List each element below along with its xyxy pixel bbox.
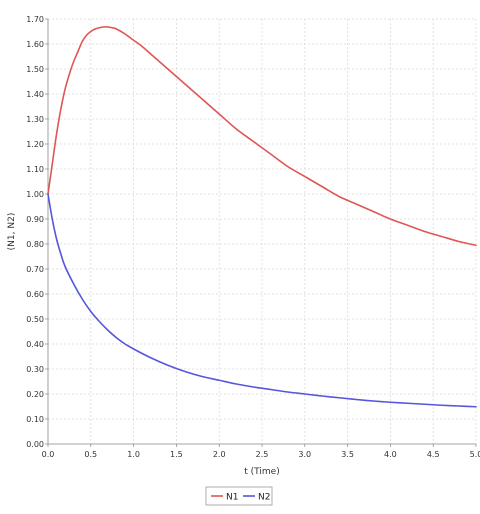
y-tick-label: 1.60 (26, 40, 44, 49)
series-lines (47, 26, 477, 408)
legend-label-n1: N1 (226, 493, 238, 503)
grid-lines (48, 18, 477, 444)
legend-box (205, 486, 273, 506)
y-tick-label: 0.90 (26, 215, 44, 224)
y-tick-label: 1.10 (26, 165, 44, 174)
y-tick-label: 1.00 (26, 190, 44, 199)
y-tick-label: 0.40 (26, 340, 44, 349)
y-tick-label: 1.40 (26, 90, 44, 99)
y-tick-label: 0.00 (26, 440, 44, 449)
tick-labels: 0.00 0.10 0.20 0.30 0.40 0.50 0.60 0.70 0.80 0.90… (26, 15, 480, 459)
x-tick-label: 2.0 (213, 450, 226, 459)
y-tick-label: 0.50 (26, 315, 44, 324)
x-tick-label: 4.0 (384, 450, 397, 459)
x-tick-label: 4.5 (427, 450, 440, 459)
x-tick-label: 5.0 (470, 450, 480, 459)
legend-label-n2: N2 (258, 493, 270, 503)
x-tick-label: 1.5 (170, 450, 183, 459)
x-tick-label: 3.0 (298, 450, 311, 459)
x-tick-label: 3.5 (341, 450, 354, 459)
legend: N1 N2 (205, 486, 273, 506)
axes (45, 18, 477, 447)
x-tick-label: 2.5 (256, 450, 269, 459)
x-tick-label: 1.0 (127, 450, 140, 459)
y-tick-label: 0.10 (26, 415, 44, 424)
series-line-n2 (47, 193, 477, 408)
y-tick-label: 0.60 (26, 290, 44, 299)
x-tick-label: 0.5 (84, 450, 97, 459)
x-tick-label: 0.0 (42, 450, 55, 459)
series-line-n1 (47, 26, 477, 247)
y-axis-title: (N1, N2) (7, 213, 17, 251)
x-axis-title: t (Time) (244, 467, 279, 477)
y-tick-label: 1.20 (26, 140, 44, 149)
y-tick-label: 0.30 (26, 365, 44, 374)
y-tick-label: 0.20 (26, 390, 44, 399)
y-tick-label: 0.80 (26, 240, 44, 249)
y-tick-label: 1.30 (26, 115, 44, 124)
y-tick-label: 0.70 (26, 265, 44, 274)
y-tick-label: 1.50 (26, 65, 44, 74)
y-tick-label: 1.70 (26, 15, 44, 24)
